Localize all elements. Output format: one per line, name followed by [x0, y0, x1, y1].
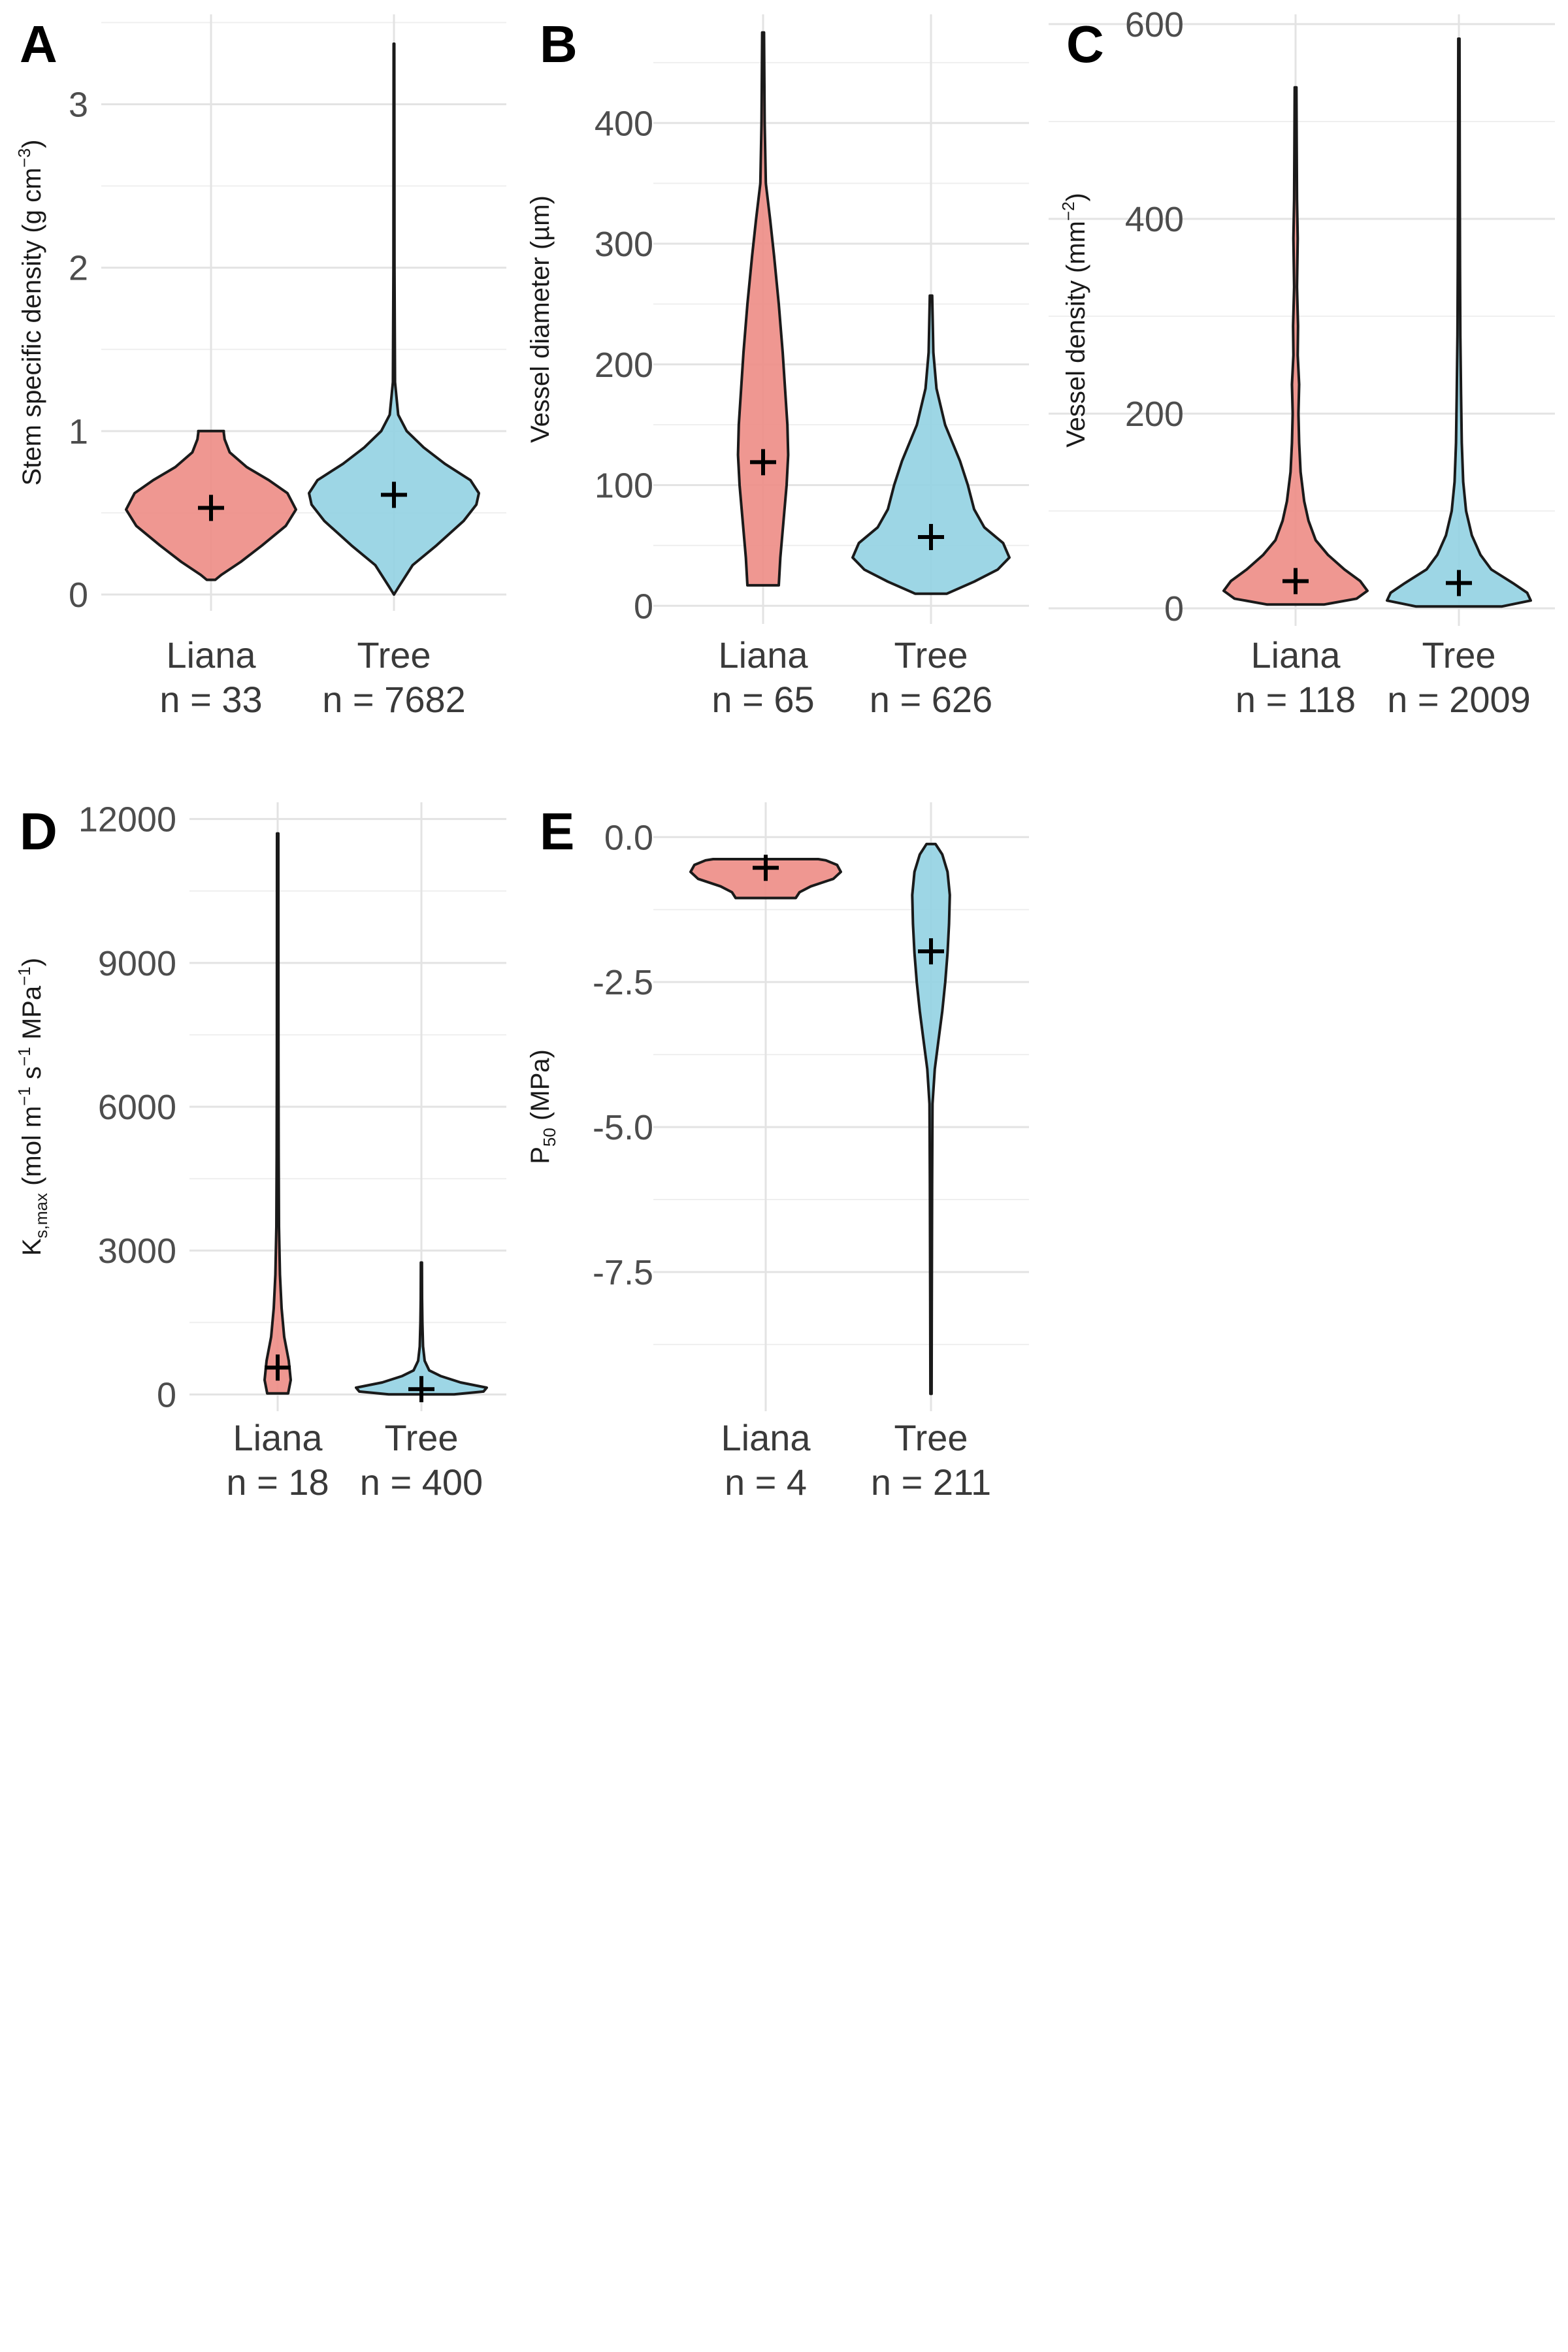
- sample-size-label: n = 65: [711, 679, 814, 720]
- panel-letter: D: [20, 802, 57, 860]
- category-label: Tree: [1422, 634, 1495, 676]
- y-axis-title-text: s: [18, 1066, 46, 1086]
- y-tick-label: 12000: [78, 800, 176, 840]
- y-tick-label: 3: [69, 86, 88, 125]
- y-axis-title-text: MPa: [18, 985, 46, 1047]
- y-tick-label: 2: [69, 249, 88, 288]
- y-tick-label: 0: [69, 576, 88, 615]
- y-axis-title-text: ): [18, 140, 46, 148]
- sample-size-label: n = 18: [226, 1462, 329, 1503]
- y-axis-title-subscript: s,max: [31, 1193, 51, 1238]
- y-tick-label: 6000: [98, 1088, 176, 1127]
- y-axis-title-text: Vessel density (mm: [1062, 221, 1090, 448]
- y-tick-label: -5.0: [593, 1108, 653, 1147]
- violin-liana: [1222, 86, 1369, 606]
- y-tick-label: 0.0: [604, 818, 653, 857]
- sample-size-label: n = 626: [870, 679, 992, 720]
- y-axis-title-superscript: −1: [14, 966, 34, 986]
- y-axis-title-text: ): [1062, 193, 1090, 201]
- y-axis-title-text: ): [18, 958, 46, 966]
- violin-tree: [308, 42, 480, 596]
- category-label: Tree: [384, 1417, 458, 1458]
- category-label: Tree: [357, 634, 431, 676]
- category-label: Tree: [894, 1417, 968, 1458]
- y-tick-label: 3000: [98, 1232, 176, 1271]
- y-tick-label: 200: [595, 346, 653, 385]
- panel-letter: C: [1066, 15, 1104, 73]
- y-tick-label: 0: [157, 1375, 176, 1414]
- y-tick-label: 9000: [98, 944, 176, 983]
- violin-liana: [263, 832, 292, 1395]
- y-tick-label: 400: [1125, 200, 1184, 239]
- y-axis-title: Stem specific density (g cm−3): [14, 140, 46, 486]
- y-tick-label: -2.5: [593, 963, 653, 1002]
- y-axis-title-text: K: [18, 1238, 46, 1256]
- y-tick-label: 1: [69, 412, 88, 451]
- y-axis-title-superscript: −3: [14, 148, 34, 168]
- violin-liana: [736, 31, 790, 587]
- y-tick-label: 0: [1164, 589, 1184, 629]
- violin-tree: [851, 294, 1011, 595]
- sample-size-label: n = 4: [725, 1462, 807, 1503]
- y-tick-label: 200: [1125, 395, 1184, 434]
- y-tick-label: 100: [595, 466, 653, 506]
- sample-size-label: n = 7682: [322, 679, 466, 720]
- y-axis-title-superscript: −1: [14, 1047, 34, 1066]
- category-label: Tree: [894, 634, 968, 676]
- y-axis-title-text: P: [526, 1147, 555, 1164]
- y-axis-title-superscript: −1: [14, 1086, 34, 1106]
- y-axis-title: Vessel diameter (µm): [526, 195, 555, 443]
- category-label: Liana: [233, 1417, 323, 1458]
- category-label: Liana: [718, 634, 808, 676]
- y-tick-label: 300: [595, 225, 653, 264]
- y-axis-title-subscript: 50: [540, 1128, 559, 1147]
- y-axis-title-text: Stem specific density (g cm: [18, 168, 46, 486]
- category-label: Liana: [166, 634, 256, 676]
- panel-letter: B: [540, 15, 578, 73]
- y-axis-title-superscript: −2: [1058, 201, 1078, 221]
- violin-tree: [1386, 37, 1532, 608]
- violin-tree: [911, 842, 951, 1396]
- sample-size-label: n = 33: [159, 679, 262, 720]
- y-axis-title-text: (MPa): [526, 1049, 555, 1128]
- y-tick-label: 0: [634, 587, 653, 626]
- sample-size-label: n = 211: [871, 1462, 991, 1503]
- y-tick-label: 600: [1125, 5, 1184, 44]
- y-tick-label: -7.5: [593, 1253, 653, 1292]
- panel-letter: A: [20, 15, 57, 73]
- panel-letter: E: [540, 802, 574, 860]
- y-axis-title: P50 (MPa): [526, 1049, 559, 1164]
- y-axis-title-text: (mol m: [18, 1106, 46, 1193]
- y-axis-title: Vessel density (mm−2): [1058, 193, 1090, 448]
- y-axis-title: Ks,max (mol m−1 s−1 MPa−1): [14, 958, 51, 1256]
- sample-size-label: n = 118: [1235, 679, 1356, 720]
- category-label: Liana: [1250, 634, 1341, 676]
- category-label: Liana: [721, 1417, 811, 1458]
- sample-size-label: n = 2009: [1387, 679, 1531, 720]
- violin-tree: [355, 1261, 488, 1396]
- y-tick-label: 400: [595, 104, 653, 143]
- sample-size-label: n = 400: [360, 1462, 483, 1503]
